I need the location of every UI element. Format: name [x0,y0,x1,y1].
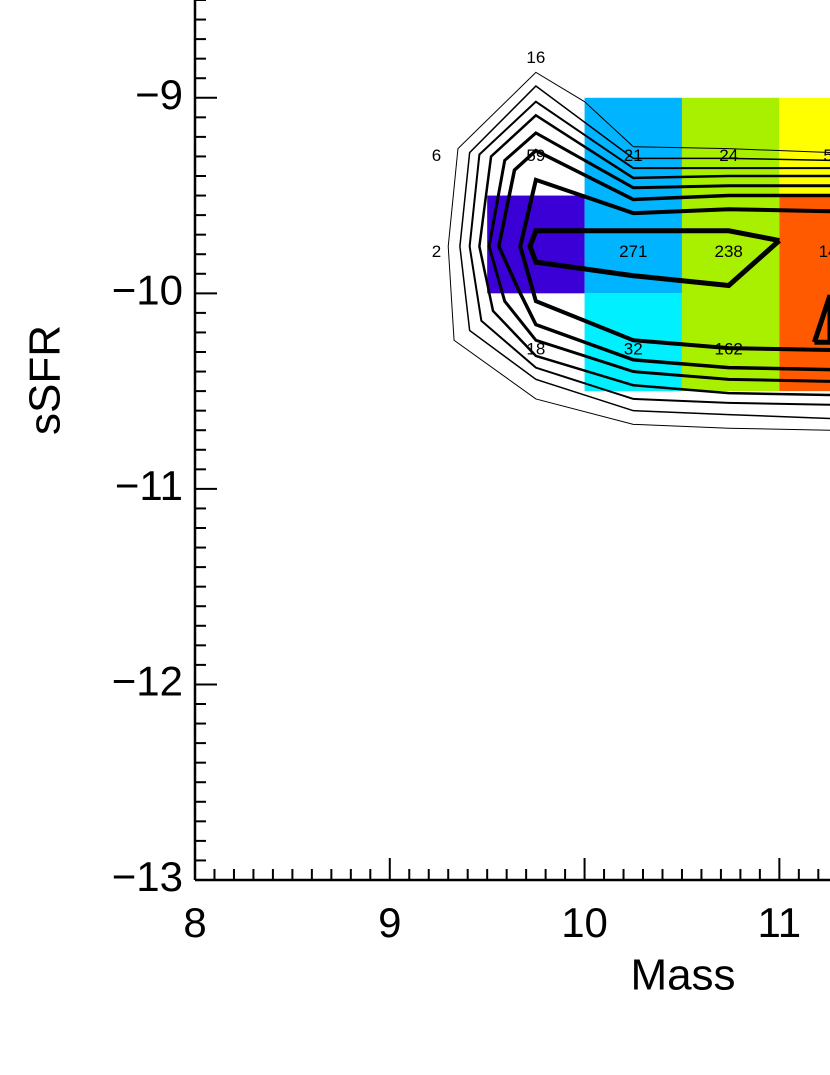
contour-line [478,113,830,397]
cell [779,97,830,196]
count-label: 59 [526,146,545,165]
x-tick-label: 10 [561,899,608,946]
contour-line [812,294,830,345]
contour-line [447,71,830,431]
y-axis-label: sSFR [21,325,70,435]
count-label: 24 [719,146,738,165]
contour-line [497,148,830,372]
contour-line [459,85,830,420]
y-tick-label: −13 [112,853,183,900]
cell [487,195,585,294]
cell [584,97,682,294]
plot-area: 16 6 2 59 21 24 5 271 238 14 18 32 162 [432,48,830,431]
count-label: 32 [624,340,643,359]
y-tick-label: −11 [115,462,183,509]
count-label: 2 [432,242,441,261]
y-tick-label: −10 [112,266,183,313]
x-tick-label: 9 [378,899,401,946]
count-label: 6 [432,146,441,165]
count-label: 5 [823,146,830,165]
count-label: 162 [715,340,743,359]
count-label: 21 [624,146,643,165]
count-label: 18 [526,340,545,359]
y-tick-label: −9 [135,71,183,118]
count-label: 271 [619,242,647,261]
cell [779,195,830,392]
x-tick-label: 11 [758,899,802,946]
y-tick-label: −12 [112,658,183,705]
contour-line [518,177,830,353]
count-label: 238 [715,242,743,261]
count-label: 16 [526,48,545,67]
cell [681,97,780,392]
count-label: 14 [819,242,830,261]
contour-line [487,131,830,383]
contour-line [527,228,782,289]
x-axis-label: Mass [630,951,735,1000]
contour-line [468,100,830,406]
x-tick-label: 8 [183,899,206,946]
